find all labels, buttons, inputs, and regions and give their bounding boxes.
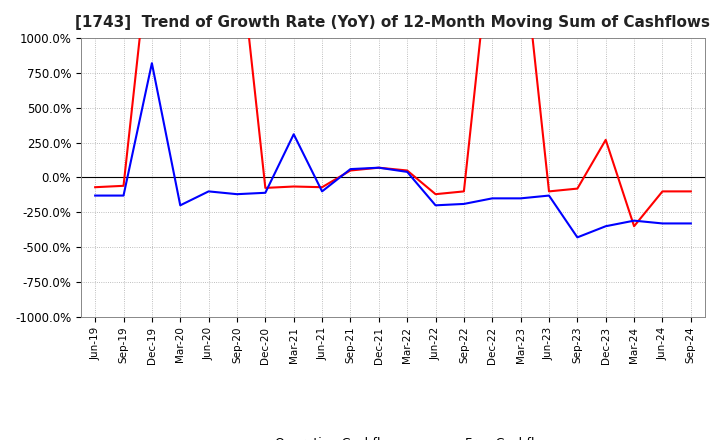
Free Cashflow <box>148 61 156 66</box>
Free Cashflow <box>91 193 99 198</box>
Line: Operating Cashflow: Operating Cashflow <box>95 0 690 226</box>
Free Cashflow <box>573 235 582 240</box>
Operating Cashflow <box>686 189 695 194</box>
Free Cashflow <box>544 193 553 198</box>
Operating Cashflow <box>544 189 553 194</box>
Operating Cashflow <box>459 189 468 194</box>
Operating Cashflow <box>289 184 298 189</box>
Free Cashflow <box>488 196 497 201</box>
Free Cashflow <box>261 190 270 195</box>
Free Cashflow <box>318 189 326 194</box>
Operating Cashflow <box>374 165 383 170</box>
Free Cashflow <box>658 221 667 226</box>
Free Cashflow <box>374 165 383 170</box>
Free Cashflow <box>120 193 128 198</box>
Operating Cashflow <box>318 184 326 190</box>
Free Cashflow <box>601 224 610 229</box>
Free Cashflow <box>630 218 639 223</box>
Free Cashflow <box>346 166 355 172</box>
Operating Cashflow <box>658 189 667 194</box>
Operating Cashflow <box>431 191 440 197</box>
Free Cashflow <box>289 132 298 137</box>
Free Cashflow <box>686 221 695 226</box>
Operating Cashflow <box>261 185 270 191</box>
Operating Cashflow <box>403 168 412 173</box>
Free Cashflow <box>204 189 213 194</box>
Operating Cashflow <box>120 183 128 188</box>
Free Cashflow <box>233 191 241 197</box>
Free Cashflow <box>516 196 525 201</box>
Free Cashflow <box>459 201 468 206</box>
Free Cashflow <box>431 203 440 208</box>
Operating Cashflow <box>630 224 639 229</box>
Free Cashflow <box>176 203 184 208</box>
Operating Cashflow <box>91 184 99 190</box>
Title: [1743]  Trend of Growth Rate (YoY) of 12-Month Moving Sum of Cashflows: [1743] Trend of Growth Rate (YoY) of 12-… <box>76 15 711 30</box>
Free Cashflow <box>403 169 412 175</box>
Operating Cashflow <box>573 186 582 191</box>
Line: Free Cashflow: Free Cashflow <box>95 63 690 237</box>
Operating Cashflow <box>346 168 355 173</box>
Operating Cashflow <box>601 137 610 143</box>
Legend: Operating Cashflow, Free Cashflow: Operating Cashflow, Free Cashflow <box>229 433 557 440</box>
